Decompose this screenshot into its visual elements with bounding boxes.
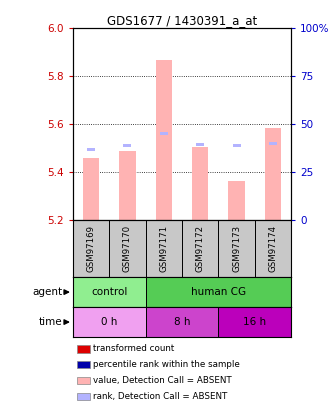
Text: GSM97171: GSM97171 <box>159 225 168 272</box>
Bar <box>196 143 204 146</box>
Text: percentile rank within the sample: percentile rank within the sample <box>93 360 240 369</box>
Text: GSM97172: GSM97172 <box>196 225 205 272</box>
Text: 8 h: 8 h <box>174 317 190 327</box>
Bar <box>228 181 245 220</box>
Text: 16 h: 16 h <box>243 317 266 327</box>
Text: transformed count: transformed count <box>93 344 174 354</box>
Bar <box>146 277 291 307</box>
Text: time: time <box>39 317 63 327</box>
Bar <box>87 147 95 151</box>
Bar <box>73 277 146 307</box>
Bar <box>77 377 90 384</box>
Bar <box>269 142 277 145</box>
Bar <box>233 144 241 147</box>
Bar <box>156 60 172 220</box>
Bar <box>192 147 209 220</box>
Text: rank, Detection Call = ABSENT: rank, Detection Call = ABSENT <box>93 392 227 401</box>
Text: agent: agent <box>32 287 63 297</box>
Bar <box>73 220 109 277</box>
Bar <box>160 132 168 135</box>
Text: 0 h: 0 h <box>101 317 118 327</box>
Text: GSM97174: GSM97174 <box>268 225 278 272</box>
Bar <box>218 307 291 337</box>
Bar <box>119 151 136 220</box>
Bar <box>265 128 281 220</box>
Title: GDS1677 / 1430391_a_at: GDS1677 / 1430391_a_at <box>107 14 257 27</box>
Bar <box>109 220 146 277</box>
Bar <box>77 361 90 369</box>
Text: GSM97170: GSM97170 <box>123 225 132 272</box>
Bar <box>77 393 90 400</box>
Bar <box>73 307 146 337</box>
Bar <box>123 144 131 147</box>
Text: human CG: human CG <box>191 287 246 297</box>
Bar <box>77 345 90 352</box>
Text: GSM97169: GSM97169 <box>86 225 96 272</box>
Text: GSM97173: GSM97173 <box>232 225 241 272</box>
Bar <box>146 220 182 277</box>
Bar <box>218 220 255 277</box>
Bar <box>146 307 218 337</box>
Bar <box>83 158 99 220</box>
Text: control: control <box>91 287 127 297</box>
Bar <box>182 220 218 277</box>
Bar <box>255 220 291 277</box>
Text: value, Detection Call = ABSENT: value, Detection Call = ABSENT <box>93 376 232 385</box>
